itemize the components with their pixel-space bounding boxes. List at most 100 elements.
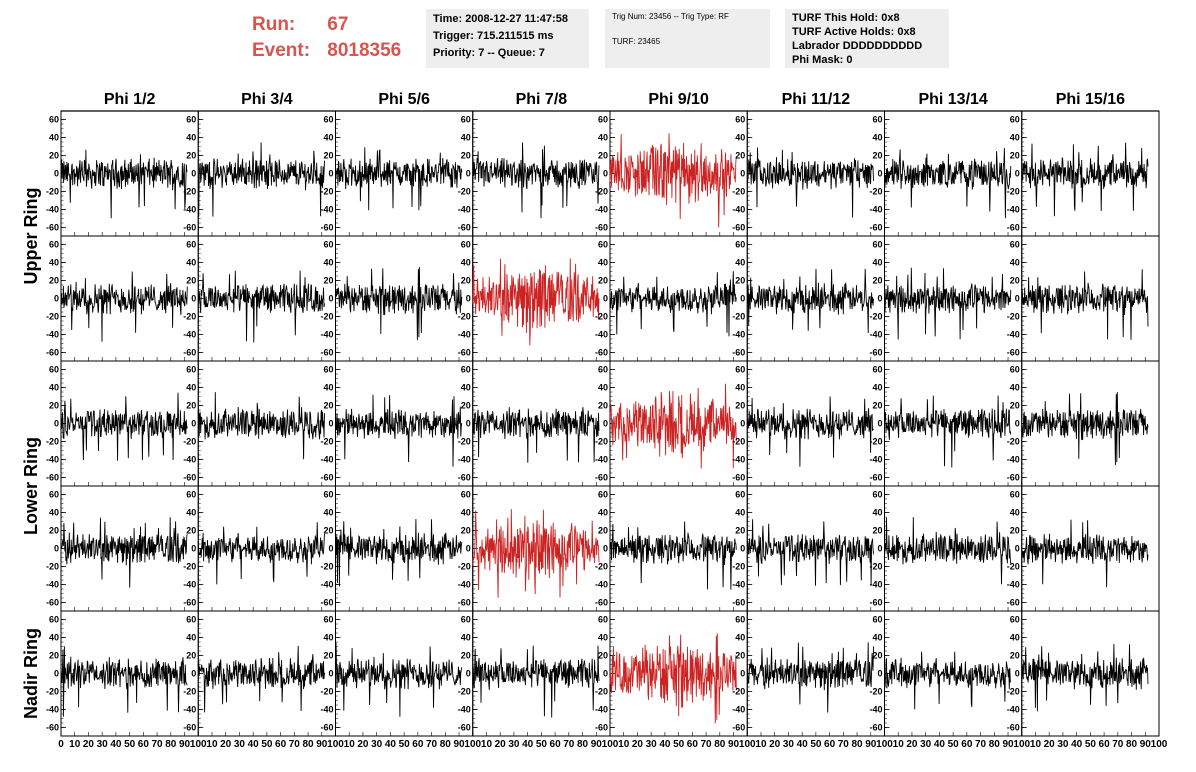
y-tick-label: 60 bbox=[598, 115, 608, 125]
y-tick-label: 0 bbox=[877, 419, 882, 429]
event-value: 8018356 bbox=[327, 40, 402, 61]
y-tick-label: 0 bbox=[1015, 169, 1020, 179]
y-tick-label: -20 bbox=[595, 187, 608, 197]
x-tick-label: 30 bbox=[234, 739, 246, 750]
y-tick-label: 40 bbox=[461, 133, 471, 143]
y-tick-label: 20 bbox=[461, 276, 471, 286]
y-tick-label: -20 bbox=[46, 437, 59, 447]
y-tick-label: 0 bbox=[466, 294, 471, 304]
y-tick-label: 40 bbox=[1010, 383, 1020, 393]
x-tick-label: 60 bbox=[824, 739, 836, 750]
y-tick-label: -40 bbox=[732, 580, 745, 590]
y-tick-label: -20 bbox=[458, 687, 471, 697]
y-tick-label: 60 bbox=[461, 365, 471, 375]
ring-label: Upper Ring bbox=[21, 188, 41, 285]
waveform-trace bbox=[197, 142, 325, 217]
y-tick-label: -20 bbox=[1007, 437, 1020, 447]
x-tick-label: 10 bbox=[755, 739, 767, 750]
y-tick-label: -60 bbox=[595, 723, 608, 733]
x-tick-label: 90 bbox=[728, 739, 740, 750]
y-tick-label: -40 bbox=[869, 455, 882, 465]
y-tick-label: -20 bbox=[1007, 562, 1020, 572]
x-tick-label: 100 bbox=[464, 739, 481, 750]
y-tick-label: -20 bbox=[869, 437, 882, 447]
y-tick-label: 60 bbox=[461, 615, 471, 625]
y-tick-label: -40 bbox=[732, 205, 745, 215]
y-tick-label: -60 bbox=[1007, 598, 1020, 608]
y-tick-label: -40 bbox=[46, 205, 59, 215]
y-tick-label: 20 bbox=[323, 526, 333, 536]
x-tick-label: 70 bbox=[975, 739, 987, 750]
y-tick-label: -20 bbox=[732, 562, 745, 572]
y-tick-label: 40 bbox=[323, 633, 333, 643]
x-tick-label: 10 bbox=[206, 739, 218, 750]
y-tick-label: -60 bbox=[732, 348, 745, 358]
y-tick-label: 0 bbox=[466, 419, 471, 429]
y-tick-label: 40 bbox=[598, 258, 608, 268]
y-tick-label: 20 bbox=[1010, 526, 1020, 536]
x-tick-label: 10 bbox=[344, 739, 356, 750]
trig-info-box: Trig Num: 23456 -- Trig Type: RF TURF: 2… bbox=[605, 9, 770, 68]
x-tick-label: 100 bbox=[876, 739, 893, 750]
x-tick-label: 60 bbox=[687, 739, 699, 750]
y-tick-label: 40 bbox=[735, 633, 745, 643]
x-tick-label: 80 bbox=[851, 739, 863, 750]
y-tick-label: 0 bbox=[740, 169, 745, 179]
waveform-trace bbox=[335, 394, 463, 467]
y-tick-label: 60 bbox=[598, 240, 608, 250]
y-tick-label: 20 bbox=[872, 276, 882, 286]
y-tick-label: -20 bbox=[1007, 312, 1020, 322]
y-tick-label: -60 bbox=[320, 223, 333, 233]
y-tick-label: 0 bbox=[328, 294, 333, 304]
y-tick-label: -60 bbox=[320, 348, 333, 358]
y-tick-label: -40 bbox=[1007, 705, 1020, 715]
x-tick-label: 50 bbox=[261, 739, 273, 750]
y-tick-label: -40 bbox=[320, 330, 333, 340]
y-tick-label: 60 bbox=[598, 490, 608, 500]
y-tick-label: 20 bbox=[598, 651, 608, 661]
y-tick-label: 20 bbox=[735, 651, 745, 661]
y-tick-label: 60 bbox=[735, 115, 745, 125]
y-tick-label: 0 bbox=[1015, 419, 1020, 429]
x-tick-label: 50 bbox=[948, 739, 960, 750]
trig-num-text: Trig Num: 23456 -- Trig Type: RF bbox=[612, 12, 729, 21]
x-tick-label: 70 bbox=[1112, 739, 1124, 750]
x-tick-label: 10 bbox=[618, 739, 630, 750]
y-tick-label: -60 bbox=[183, 473, 196, 483]
y-tick-label: -40 bbox=[1007, 455, 1020, 465]
y-tick-label: 20 bbox=[872, 651, 882, 661]
column-title: Phi 15/16 bbox=[1056, 91, 1125, 108]
x-tick-label: 20 bbox=[769, 739, 781, 750]
column-title: Phi 13/14 bbox=[918, 91, 987, 108]
y-tick-label: -40 bbox=[595, 205, 608, 215]
y-tick-label: -40 bbox=[869, 205, 882, 215]
y-tick-label: -40 bbox=[320, 455, 333, 465]
run-line: Run: 67 bbox=[252, 12, 401, 38]
y-tick-label: 40 bbox=[49, 133, 59, 143]
x-tick-label: 90 bbox=[453, 739, 465, 750]
y-tick-label: -60 bbox=[732, 598, 745, 608]
turf-active-holds-text: TURF Active Holds: 0x8 bbox=[792, 26, 916, 38]
y-tick-label: 40 bbox=[323, 508, 333, 518]
y-tick-label: -60 bbox=[1007, 348, 1020, 358]
y-tick-label: 0 bbox=[603, 669, 608, 679]
y-tick-label: -20 bbox=[869, 687, 882, 697]
x-tick-label: 20 bbox=[1044, 739, 1056, 750]
waveform-trace bbox=[884, 267, 1012, 340]
y-tick-label: -60 bbox=[1007, 723, 1020, 733]
y-tick-label: 20 bbox=[186, 526, 196, 536]
y-tick-label: -40 bbox=[183, 330, 196, 340]
y-tick-label: -40 bbox=[183, 580, 196, 590]
waveform-trace bbox=[197, 270, 325, 343]
waveform-trace bbox=[1021, 142, 1149, 217]
x-tick-label: 40 bbox=[797, 739, 809, 750]
y-tick-label: 40 bbox=[461, 633, 471, 643]
y-tick-label: -60 bbox=[46, 223, 59, 233]
y-tick-label: -60 bbox=[732, 723, 745, 733]
x-tick-label: 60 bbox=[961, 739, 973, 750]
y-tick-label: -60 bbox=[46, 473, 59, 483]
y-tick-label: -40 bbox=[595, 580, 608, 590]
x-tick-label: 70 bbox=[838, 739, 850, 750]
y-tick-label: -40 bbox=[595, 705, 608, 715]
y-tick-label: -60 bbox=[1007, 473, 1020, 483]
